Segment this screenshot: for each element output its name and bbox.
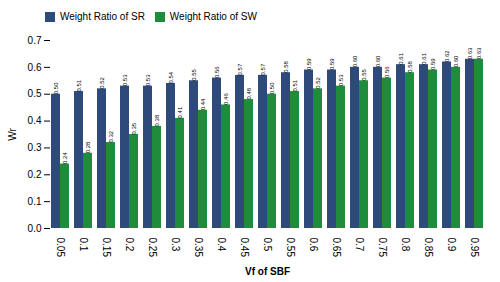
svg-text:0.75: 0.75	[377, 238, 388, 258]
svg-text:0.59: 0.59	[430, 58, 436, 70]
svg-text:0.05: 0.05	[55, 238, 66, 258]
svg-text:0.52: 0.52	[315, 77, 321, 89]
svg-text:0.55: 0.55	[191, 68, 197, 80]
svg-text:0.3: 0.3	[170, 238, 181, 252]
svg-text:0.24: 0.24	[62, 152, 68, 164]
svg-text:0.51: 0.51	[292, 79, 298, 91]
svg-text:0.51: 0.51	[76, 79, 82, 91]
svg-text:0.60: 0.60	[375, 55, 381, 67]
svg-text:0.53: 0.53	[338, 74, 344, 86]
svg-text:0.46: 0.46	[223, 93, 229, 105]
svg-text:0.63: 0.63	[476, 47, 482, 59]
svg-text:0.61: 0.61	[421, 52, 427, 64]
svg-text:0.35: 0.35	[131, 122, 137, 134]
svg-text:0.60: 0.60	[453, 55, 459, 67]
svg-text:0.48: 0.48	[246, 87, 252, 99]
svg-text:0.35: 0.35	[193, 238, 204, 258]
svg-text:0.4: 0.4	[28, 115, 42, 126]
svg-text:0.95: 0.95	[469, 238, 480, 258]
svg-text:0.41: 0.41	[177, 106, 183, 118]
svg-text:0.58: 0.58	[283, 60, 289, 72]
svg-text:Wr: Wr	[7, 128, 18, 141]
svg-text:0.1: 0.1	[28, 196, 42, 207]
svg-text:0.50: 0.50	[269, 82, 275, 94]
svg-text:0.59: 0.59	[306, 58, 312, 70]
svg-text:0.2: 0.2	[28, 169, 42, 180]
svg-text:0.58: 0.58	[407, 60, 413, 72]
svg-text:0.63: 0.63	[467, 47, 473, 59]
svg-text:0.57: 0.57	[237, 63, 243, 75]
svg-text:0.7: 0.7	[28, 35, 42, 46]
svg-text:0.1: 0.1	[78, 238, 89, 252]
svg-text:0.57: 0.57	[260, 63, 266, 75]
svg-text:0.54: 0.54	[168, 71, 174, 83]
svg-text:0.2: 0.2	[124, 238, 135, 252]
svg-text:0.28: 0.28	[85, 141, 91, 153]
svg-text:0.5: 0.5	[262, 238, 273, 252]
html-text:Weight Ratio of SR: Weight Ratio of SR	[60, 11, 145, 22]
svg-text:0.38: 0.38	[154, 114, 160, 126]
svg-text:0.50: 0.50	[53, 82, 59, 94]
svg-text:0.44: 0.44	[200, 98, 206, 110]
svg-text:0.65: 0.65	[331, 238, 342, 258]
svg-text:0.0: 0.0	[28, 223, 42, 234]
svg-text:0.60: 0.60	[352, 55, 358, 67]
svg-text:0.55: 0.55	[361, 68, 367, 80]
svg-text:0.55: 0.55	[285, 238, 296, 258]
svg-text:0.62: 0.62	[444, 50, 450, 62]
svg-text:0.5: 0.5	[28, 88, 42, 99]
svg-text:0.3: 0.3	[28, 142, 42, 153]
svg-text:0.59: 0.59	[329, 58, 335, 70]
svg-text:0.56: 0.56	[384, 66, 390, 78]
svg-text:0.61: 0.61	[398, 52, 404, 64]
svg-text:0.85: 0.85	[423, 238, 434, 258]
svg-text:0.45: 0.45	[239, 238, 250, 258]
svg-text:0.7: 0.7	[354, 238, 365, 252]
svg-text:0.4: 0.4	[216, 238, 227, 252]
svg-text:Vf of SBF: Vf of SBF	[245, 266, 290, 277]
svg-text:0.15: 0.15	[101, 238, 112, 258]
svg-text:0.6: 0.6	[28, 62, 42, 73]
svg-text:0.56: 0.56	[214, 66, 220, 78]
svg-text:0.32: 0.32	[108, 130, 114, 142]
svg-text:0.9: 0.9	[446, 238, 457, 252]
svg-text:0.53: 0.53	[145, 74, 151, 86]
svg-text:0.8: 0.8	[400, 238, 411, 252]
svg-text:0.53: 0.53	[122, 74, 128, 86]
html-text:Weight Ratio of SW: Weight Ratio of SW	[169, 11, 257, 22]
svg-text:0.25: 0.25	[147, 238, 158, 258]
svg-text:0.6: 0.6	[308, 238, 319, 252]
svg-text:0.52: 0.52	[99, 77, 105, 89]
